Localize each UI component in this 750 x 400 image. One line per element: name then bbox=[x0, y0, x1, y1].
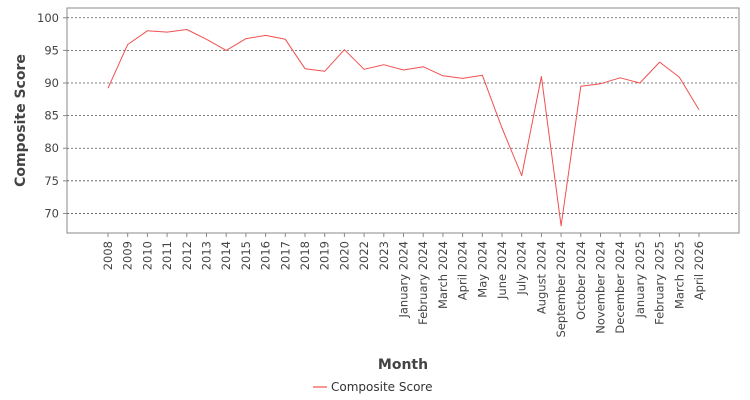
data-point bbox=[324, 70, 326, 72]
legend-label-composite-score: Composite Score bbox=[331, 380, 432, 394]
x-tick-label: 2022 bbox=[357, 241, 371, 270]
x-tick-label: March 2025 bbox=[672, 241, 686, 309]
x-tick-label: October 2024 bbox=[574, 241, 588, 320]
data-point bbox=[580, 85, 582, 87]
x-tick-label: 2016 bbox=[259, 241, 273, 270]
x-tick-label: March 2024 bbox=[436, 241, 450, 309]
x-tick-label: 2010 bbox=[140, 241, 154, 270]
gridlines bbox=[67, 17, 739, 214]
data-point bbox=[284, 38, 286, 40]
x-tick-label: August 2024 bbox=[534, 241, 548, 314]
data-point bbox=[127, 43, 129, 45]
data-point bbox=[521, 174, 523, 176]
x-tick-label: 2008 bbox=[101, 241, 115, 270]
x-tick-label: 2023 bbox=[377, 241, 391, 270]
data-point bbox=[501, 127, 503, 129]
y-tick-label-90: 90 bbox=[44, 76, 59, 90]
data-point bbox=[658, 61, 660, 63]
y-axis-title: Composite Score bbox=[13, 54, 29, 187]
data-point bbox=[599, 82, 601, 84]
data-point bbox=[560, 225, 562, 227]
y-tick-label-75: 75 bbox=[44, 174, 59, 188]
x-tick-label: January 2024 bbox=[397, 241, 411, 319]
legend: Composite Score bbox=[313, 380, 432, 394]
x-tick-label: 2018 bbox=[298, 241, 312, 270]
data-point bbox=[698, 109, 700, 111]
data-point bbox=[619, 77, 621, 79]
x-tick-label: July 2024 bbox=[515, 241, 529, 296]
data-point bbox=[264, 34, 266, 36]
data-point bbox=[225, 49, 227, 51]
x-tick-label: 2011 bbox=[160, 241, 174, 270]
x-tick-label: 2020 bbox=[337, 241, 351, 270]
x-tick-label: 2015 bbox=[239, 241, 253, 270]
x-tick-label: 2009 bbox=[121, 241, 135, 270]
series-layer bbox=[107, 28, 700, 227]
x-tick-label: April 2026 bbox=[692, 241, 706, 300]
x-tick-label: February 2024 bbox=[416, 241, 430, 325]
x-tick-label: 2014 bbox=[219, 241, 233, 270]
data-point bbox=[481, 74, 483, 76]
x-tick-label: February 2025 bbox=[653, 241, 667, 325]
data-point bbox=[304, 67, 306, 69]
data-point bbox=[678, 76, 680, 78]
series-line-composite-score bbox=[107, 29, 700, 227]
y-tick-label-100: 100 bbox=[37, 11, 59, 25]
data-point bbox=[343, 49, 345, 51]
y-tick-label-80: 80 bbox=[44, 141, 59, 155]
x-tick-label: June 2024 bbox=[495, 241, 509, 300]
x-tick-label: 2013 bbox=[200, 241, 214, 270]
x-tick-label: November 2024 bbox=[594, 241, 608, 334]
data-point bbox=[540, 75, 542, 77]
data-point bbox=[107, 87, 109, 89]
data-point bbox=[363, 68, 365, 70]
data-point bbox=[402, 69, 404, 71]
x-tick-label: April 2024 bbox=[456, 241, 470, 300]
data-point bbox=[205, 38, 207, 40]
data-point bbox=[639, 82, 641, 84]
data-point bbox=[383, 64, 385, 66]
x-tick-label: May 2024 bbox=[475, 241, 489, 298]
data-point bbox=[442, 75, 444, 77]
y-tick-label-85: 85 bbox=[44, 109, 59, 123]
x-tick-label: September 2024 bbox=[554, 241, 568, 338]
x-axis: 2008 2009 2010 2011 2012 2013 2014 2015 2016 2017… bbox=[101, 233, 706, 338]
y-tick-label-70: 70 bbox=[44, 206, 59, 220]
data-point bbox=[166, 31, 168, 33]
y-axis: 70 75 80 85 90 95 100 bbox=[37, 11, 67, 220]
x-tick-label: 2012 bbox=[180, 241, 194, 270]
data-point bbox=[245, 37, 247, 39]
x-tick-label: January 2025 bbox=[633, 241, 647, 319]
data-point bbox=[146, 30, 148, 32]
plot-area bbox=[66, 7, 740, 234]
data-point bbox=[422, 65, 424, 67]
x-axis-title: Month bbox=[378, 357, 428, 373]
data-point bbox=[186, 28, 188, 30]
x-tick-label: December 2024 bbox=[613, 241, 627, 334]
x-tick-label: 2017 bbox=[278, 241, 292, 270]
y-tick-label-95: 95 bbox=[44, 43, 59, 57]
x-tick-label: 2019 bbox=[318, 241, 332, 270]
data-point bbox=[461, 77, 463, 79]
